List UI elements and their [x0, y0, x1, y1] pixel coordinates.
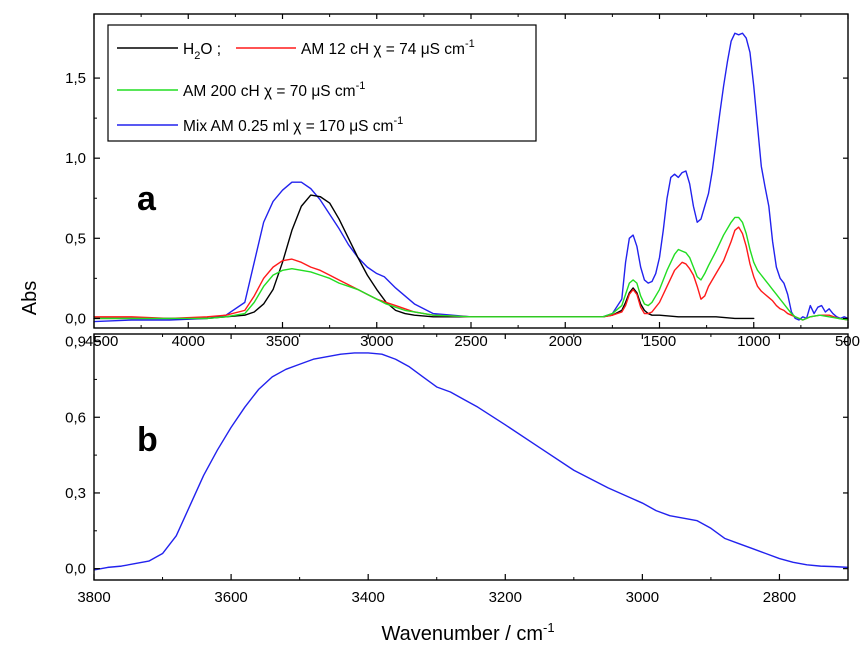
- panel-a-x-tick-label-4000: 4000: [172, 333, 205, 350]
- legend-mix-main: Mix AM 0.25 ml χ = 170 μS cm: [183, 118, 393, 135]
- legend-label-h2o: H2O ;: [183, 41, 221, 62]
- panel-a-y-tick-label: 1,0: [65, 150, 86, 167]
- panel-a-x-tick-label-2000: 2000: [549, 333, 582, 350]
- panel-a-y-tick-label: 1,5: [65, 70, 86, 87]
- legend-box: [107, 24, 537, 142]
- legend-am200-sup: -1: [356, 80, 366, 92]
- panel-a-y-tick-label: 0,5: [65, 230, 86, 247]
- panel-a-series-h2o: [93, 194, 755, 320]
- panel-b-x-tick-label-3000: 3000: [626, 589, 659, 606]
- panel-b-y-tick-label: 0,3: [65, 485, 86, 502]
- panel-a-label: a: [137, 180, 157, 218]
- panel-a-series-mix: [93, 32, 849, 323]
- legend-h2o-sub: 2: [194, 50, 200, 62]
- panel-b-series-mix: [93, 352, 849, 571]
- panel-a-x-tick-label-1000: 1000: [737, 333, 770, 350]
- panel-b-x-tick-label-3400: 3400: [351, 589, 384, 606]
- panel-a-x-tick-label-1500: 1500: [643, 333, 676, 350]
- panel-b-x-tick-label-2800: 2800: [763, 589, 796, 606]
- legend-mix-sup: -1: [393, 115, 403, 127]
- panel-a: 4500 4000 3500 3000 2500 2000 1500 1000 5000,00,…: [65, 13, 860, 350]
- panel-a-x-tick-label-3000: 3000: [360, 333, 393, 350]
- panel-b-y-tick-label: 0,0: [65, 561, 86, 578]
- y-axis-label: Abs: [19, 281, 41, 315]
- panel-a-x-tick-label-2500: 2500: [454, 333, 487, 350]
- panel-b-y-tick-label: 0,6: [65, 409, 86, 426]
- x-axis-label-main: Wavenumber / cm: [381, 623, 543, 645]
- panel-a-y-tick-label: 0,0: [65, 310, 86, 327]
- panel-b-series: [93, 352, 849, 571]
- legend: H2O ; AM 12 cH χ = 74 μS cm-1 AM 200 cH …: [107, 24, 537, 142]
- panel-a-x-tick-label-3500: 3500: [266, 333, 299, 350]
- legend-h2o-post: O ;: [200, 41, 221, 58]
- legend-label-am12: AM 12 cH χ = 74 μS cm-1: [301, 38, 475, 58]
- panel-b-x-tick-label-3200: 3200: [489, 589, 522, 606]
- panel-a-series-am12: [93, 226, 849, 321]
- legend-label-am200: AM 200 cH χ = 70 μS cm-1: [183, 80, 365, 100]
- panel-b-frame: [93, 333, 849, 581]
- panel-b-label: b: [137, 421, 158, 459]
- panel-a-series-am200: [93, 216, 849, 321]
- legend-am12-main: AM 12 cH χ = 74 μS cm: [301, 41, 465, 58]
- panel-b: 3800 3600 3400 3200 3000 2800 0,0 0,3 0,6 0,9 b: [65, 333, 849, 606]
- panel-b-x-tick-label-3800: 3800: [77, 589, 110, 606]
- panel-b-x-tick-label-3600: 3600: [214, 589, 247, 606]
- legend-label-mix: Mix AM 0.25 ml χ = 170 μS cm-1: [183, 115, 403, 135]
- panel-a-x-tick-label-4500: 4500: [85, 333, 118, 350]
- x-axis-label: Wavenumber / cm-1: [381, 620, 554, 645]
- panel-a-series: [93, 32, 849, 323]
- legend-h2o-main: H: [183, 41, 194, 58]
- legend-am200-main: AM 200 cH χ = 70 μS cm: [183, 83, 356, 100]
- x-axis-label-sup: -1: [543, 620, 555, 635]
- legend-am12-sup: -1: [465, 38, 475, 50]
- panel-b-ticks: 3800 3600 3400 3200 3000 2800 0,0 0,3 0,6 0,9: [65, 334, 848, 606]
- panel-a-ticks: 4500 4000 3500 3000 2500 2000 1500 1000 5000,00,…: [65, 14, 860, 350]
- panel-b-y-tick-label: 0,9: [65, 334, 86, 351]
